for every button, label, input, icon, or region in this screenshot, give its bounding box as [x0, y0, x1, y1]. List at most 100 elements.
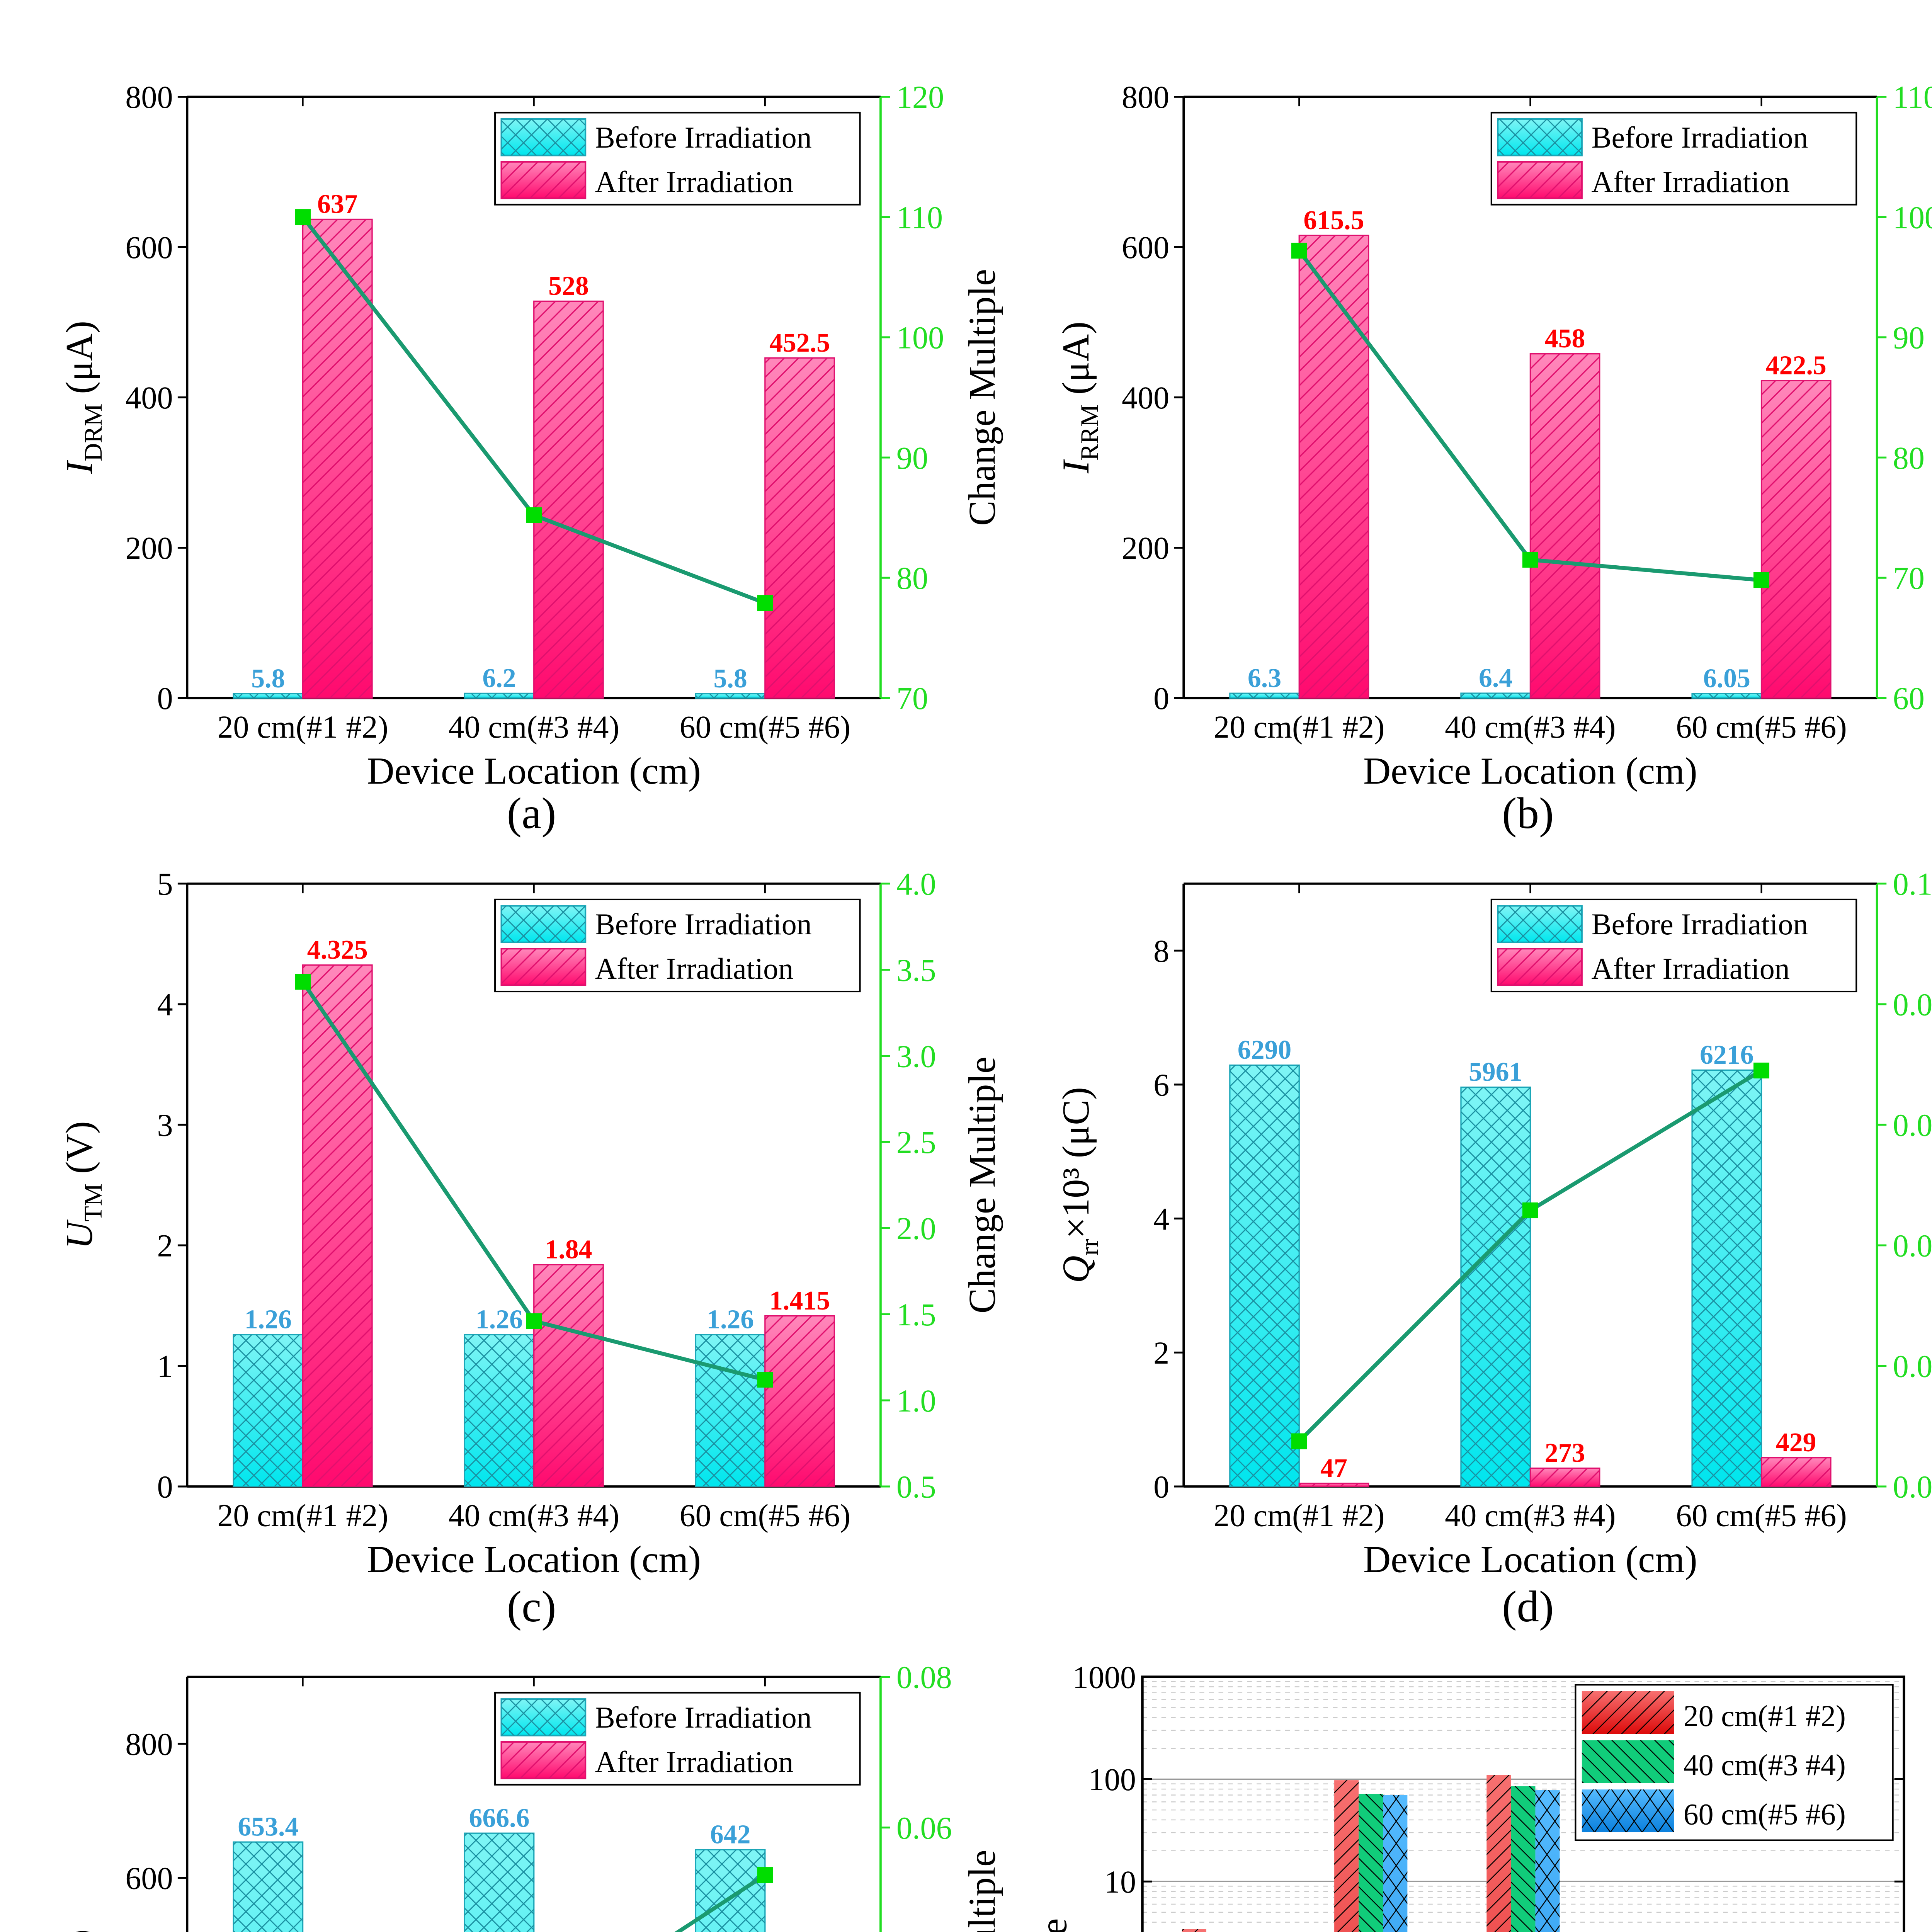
data-label-before: 1.26	[707, 1304, 754, 1334]
y-axis-title: IDRM (μA)	[58, 321, 107, 474]
y2-tick-label: 0.08	[1893, 987, 1932, 1022]
bar-20cm-hatch	[1334, 1780, 1359, 1932]
x-tick-label: 40 cm(#3 #4)	[449, 1498, 619, 1533]
y-tick-label: 800	[1122, 80, 1169, 115]
y-axis-title-subscript: TM	[79, 1184, 107, 1222]
x-tick-label: 40 cm(#3 #4)	[1445, 1498, 1616, 1533]
panel-label: (c)	[507, 1582, 556, 1631]
bar-before-hatch	[233, 694, 303, 698]
data-label-after: 4.325	[307, 935, 368, 965]
bar-before-hatch	[1230, 693, 1299, 698]
y-tick-label: 0	[157, 681, 173, 716]
x-tick-label: 60 cm(#5 #6)	[680, 1498, 850, 1533]
legend-label-after: After Irradiation	[595, 165, 793, 199]
y2-tick-label: 0.5	[896, 1469, 936, 1505]
y2-tick-label: 80	[896, 561, 928, 596]
x-axis-title: Device Location (cm)	[1363, 750, 1697, 792]
y-axis-title: Qrr×10³ (μC)	[1055, 1087, 1104, 1283]
change-multiple-marker	[1291, 243, 1307, 259]
y2-axis-title: Change Multiple	[961, 1850, 1003, 1932]
y-axis-title: IRRM (μA)	[1055, 321, 1104, 474]
legend-swatch-after-hatch	[501, 1742, 586, 1779]
bar-before-hatch	[1461, 1087, 1531, 1486]
bar-before-hatch	[1692, 1070, 1762, 1486]
x-tick-label: 60 cm(#5 #6)	[1676, 709, 1847, 745]
legend-swatch-before-hatch	[501, 906, 586, 942]
y-tick-label: 0	[157, 1469, 173, 1505]
chart-c: 0 1 2 3 4 5 0.5 1.0 1.5 2.0 2.5 3.0 3.5 4.0 20 cm(#1 #…	[58, 867, 1003, 1631]
legend-label-after: After Irradiation	[595, 952, 793, 985]
change-multiple-marker	[757, 1372, 773, 1388]
bar-before-hatch	[1230, 1065, 1299, 1486]
x-tick-label: 60 cm(#5 #6)	[1676, 1498, 1847, 1533]
legend-swatch-hatch-2	[1582, 1789, 1674, 1833]
bar-before-hatch	[464, 1833, 534, 1932]
legend-swatch-after-hatch	[1498, 162, 1582, 199]
y-tick-label: 400	[1122, 380, 1169, 415]
bar-after-hatch	[1299, 235, 1369, 698]
bar-20cm-hatch	[1182, 1929, 1206, 1932]
y-axis-title-unit: (V)	[58, 1121, 100, 1183]
y-tick-label: 4	[1153, 1201, 1169, 1236]
y-tick-label: 1000	[1073, 1660, 1136, 1695]
data-label-before: 1.26	[476, 1304, 523, 1334]
bar-60cm-hatch	[1535, 1790, 1560, 1932]
y-axis-title-unit: (μs)	[58, 1929, 100, 1932]
y2-tick-label: 70	[1893, 561, 1925, 596]
data-label-after: 1.84	[545, 1235, 592, 1264]
legend-swatch-hatch-0	[1582, 1691, 1674, 1734]
data-label-after: 637	[317, 189, 358, 219]
data-label-before: 6.05	[1703, 663, 1750, 693]
y2-tick-label: 90	[896, 440, 928, 476]
bar-after-hatch	[534, 1264, 604, 1486]
bar-20cm-hatch	[1486, 1775, 1511, 1932]
data-label-before: 653.4	[238, 1812, 298, 1842]
bar-before-hatch	[464, 1334, 534, 1486]
y-axis-title: trr (μs)	[58, 1929, 107, 1932]
bar-before-hatch	[1461, 693, 1531, 698]
data-label-before: 5961	[1469, 1057, 1523, 1087]
y-tick-label: 200	[1122, 531, 1169, 566]
legend-label-after: After Irradiation	[595, 1745, 793, 1779]
legend: Before Irradiation After Irradiation	[1490, 112, 1857, 206]
bar-before-hatch	[464, 693, 534, 698]
y-tick-label: 3	[157, 1108, 173, 1143]
y2-tick-label: 110	[1893, 80, 1932, 115]
y2-tick-label: 3.5	[896, 952, 936, 988]
data-label-before: 666.6	[469, 1803, 529, 1833]
y-tick-label: 800	[125, 80, 173, 115]
x-tick-label: 40 cm(#3 #4)	[1445, 709, 1616, 745]
legend-label-before: Before Irradiation	[595, 1701, 812, 1734]
chart-a: 0 200 400 600 800 70 80 90 100 110 120 20 cm(#1 #2)…	[58, 80, 1003, 838]
y2-tick-label: 0.02	[1893, 1349, 1932, 1384]
bar-before-hatch	[233, 1334, 303, 1486]
legend: 20 cm(#1 #2) 40 cm(#3 #4) 60 cm(#5 #6)	[1575, 1684, 1894, 1841]
y2-tick-label: 70	[896, 681, 928, 716]
y2-tick-label: 100	[896, 320, 944, 355]
x-axis-title: Device Location (cm)	[1363, 1539, 1697, 1581]
change-multiple-line	[674, 1873, 766, 1932]
bar-before-hatch	[696, 1849, 765, 1932]
y2-tick-label: 2.0	[896, 1211, 936, 1246]
bar-after-hatch	[1530, 1468, 1600, 1486]
y2-tick-label: 2.5	[896, 1125, 936, 1160]
data-label-before: 6.2	[482, 663, 516, 693]
data-label-after: 273	[1545, 1438, 1585, 1468]
bar-before-hatch	[233, 1842, 303, 1932]
change-multiple-marker	[1291, 1433, 1307, 1449]
data-label-before: 6290	[1238, 1035, 1292, 1065]
bar-after-hatch	[1761, 1458, 1831, 1486]
y2-tick-label: 3.0	[896, 1039, 936, 1074]
y-tick-label: 0	[1153, 1469, 1169, 1505]
y-axis-title-subscript: rr	[1075, 1239, 1104, 1256]
bar-after-hatch	[534, 301, 604, 698]
y2-tick-label: 0.00	[1893, 1469, 1932, 1505]
chart-b: 0 200 400 600 800 60 70 80 90 100 110 20 cm(#1 #2) 6…	[1055, 80, 1932, 838]
panel-label: (d)	[1502, 1582, 1554, 1631]
y-axis-title-unit: ×10³ (μC)	[1055, 1087, 1097, 1238]
bar-after-hatch	[1761, 380, 1831, 698]
change-multiple-marker	[1753, 572, 1770, 588]
x-tick-label: 20 cm(#1 #2)	[1214, 1498, 1384, 1533]
legend: Before Irradiation After Irradiation	[494, 112, 861, 206]
data-label-before: 642	[710, 1820, 751, 1849]
